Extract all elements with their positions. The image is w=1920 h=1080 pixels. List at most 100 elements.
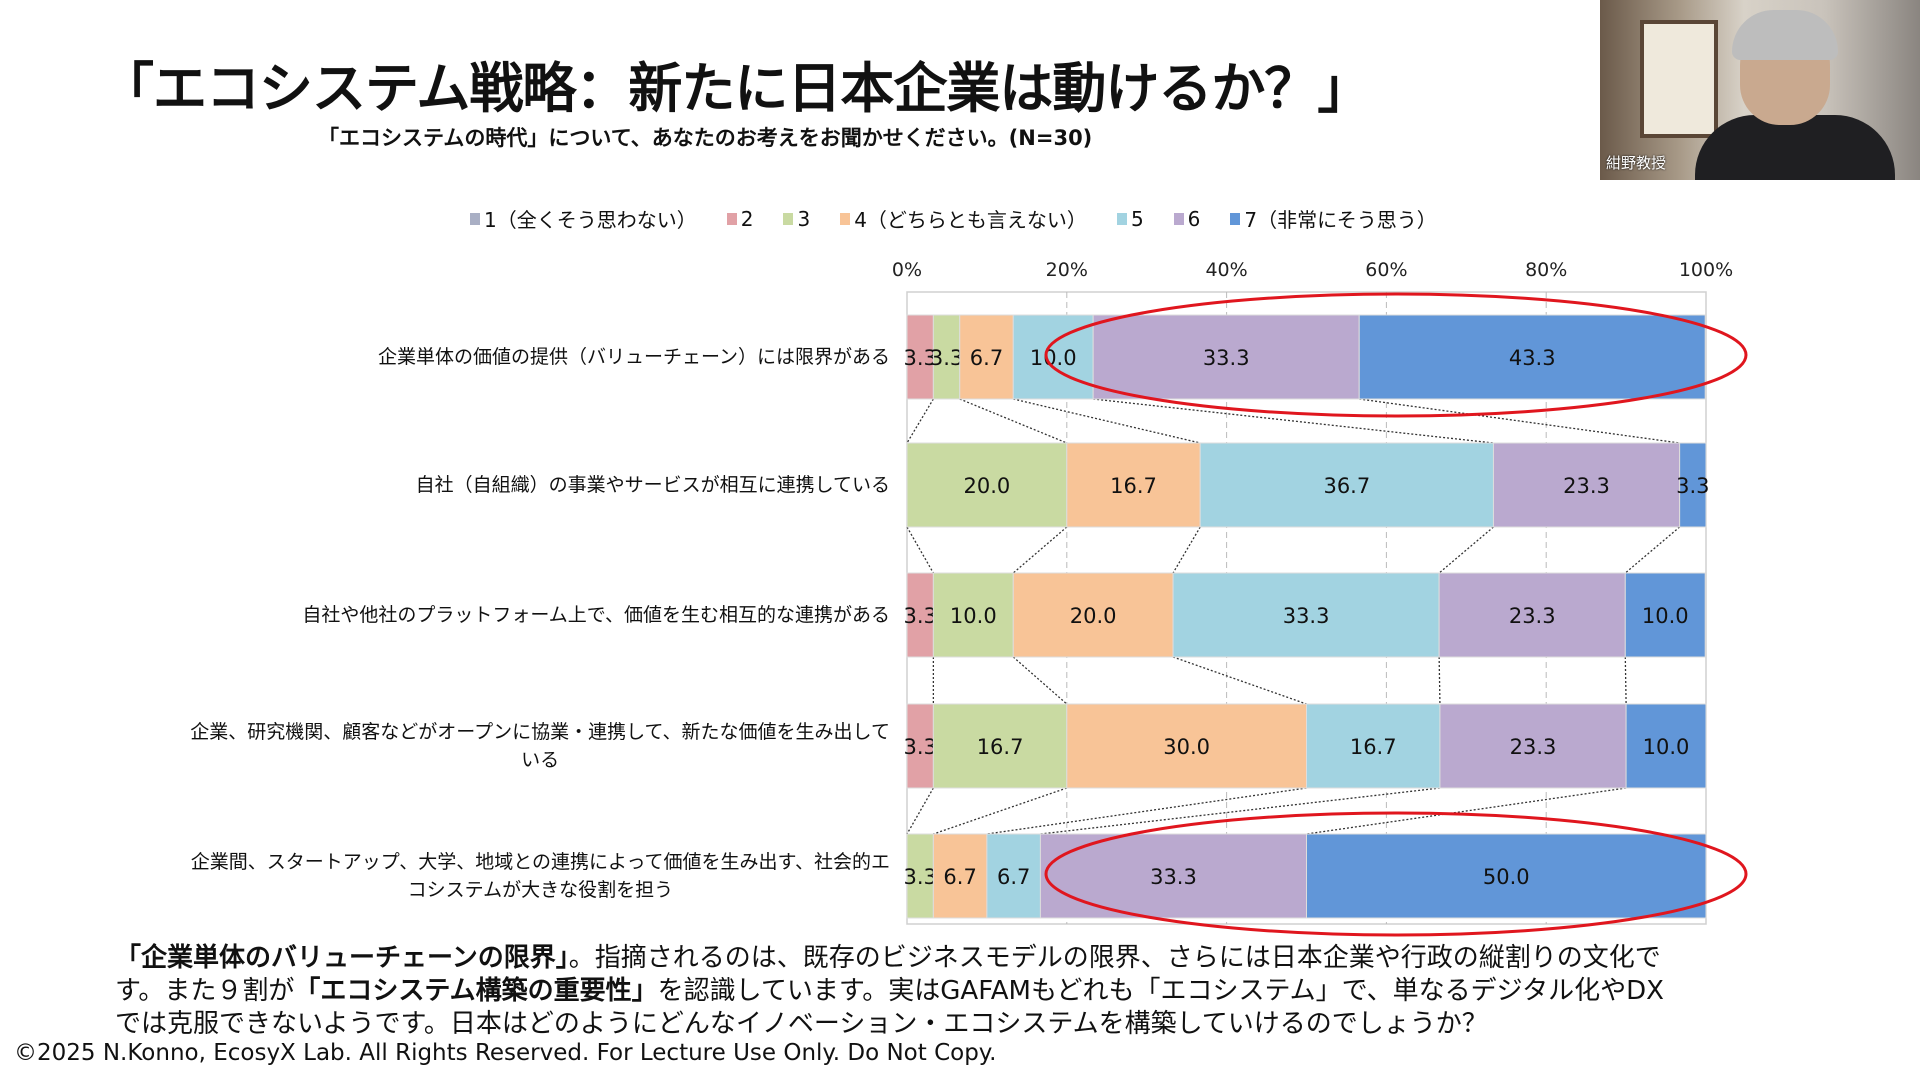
legend-label: 7（非常にそう思う） [1244,208,1437,232]
category-label-line: 企業、研究機関、顧客などがオープンに協業・連携して、新たな価値を生み出して [190,721,890,743]
text-span: を認識しています。実はGAFAMもどれも「エコシステム」で、単なるデジタル化やD… [657,976,1664,1006]
series-connector-line [1093,398,1494,444]
data-label: 16.7 [1350,735,1397,759]
series-connector-line [1438,656,1441,705]
series-connector-line [906,398,934,444]
bar-segment [1679,442,1707,528]
series-connector-line [959,398,1068,444]
category-label: 企業、研究機関、顧客などがオープンに協業・連携して、新たな価値を生み出して いる [190,718,890,774]
highlight-ellipse [1044,292,1748,418]
bar-segment [959,314,1014,400]
legend-item: 5 [1116,204,1144,233]
series-connector-line [1012,526,1068,574]
legend-swatch [726,212,737,225]
x-tick-label: 80% [1525,259,1567,281]
data-label: 33.3 [1150,865,1197,889]
bar-segment [1358,314,1706,400]
chart-legend: 1（全くそう思わない） 2 3 4（どちらとも言えない） 5 6 7（非常にそう思う） [470,204,1437,233]
commentary-line: 「企業単体のバリューチェーンの限界」。指摘されるのは、既存のビジネスモデルの限界… [115,937,1661,974]
window-background [1640,20,1718,138]
x-tick-label: 40% [1205,259,1247,281]
bar-segment [1199,442,1494,528]
bar-segment [1039,833,1307,919]
data-label: 23.3 [1510,735,1557,759]
series-connector-line [906,526,934,574]
commentary-line: す。また９割が「エコシステム構築の重要性」を認識しています。実はGAFAMもどれ… [115,970,1664,1007]
series-connector-line [1013,398,1201,444]
bar-segment [986,833,1041,919]
commentary-line: では克服できないようです。日本はどのようにどんなイノベーション・エコシステムを構… [115,1003,1488,1040]
series-connector-line [1624,526,1681,574]
slide-title: 「エコシステム戦略：新たに日本企業は動けるか？」 [100,57,1371,120]
participant-name: 紺野教授 [1606,154,1667,172]
category-label-line: 自社（自組織）の事業やサービスが相互に連携している [415,474,890,496]
category-label-line: 企業単体の価値の提供（バリューチェーン）には限界がある [377,346,890,368]
data-label: 6.7 [997,865,1030,889]
bar-segment [1066,442,1201,528]
bar-segment [932,703,1068,789]
legend-item: 7（非常にそう思う） [1230,204,1437,233]
data-label: 50.0 [1483,865,1530,889]
x-tick-label: 100% [1679,259,1733,281]
data-label: 10.0 [1643,735,1690,759]
text-span: では克服できないようです。日本はどのようにどんなイノベーション・エコシステムを構… [115,1009,1488,1039]
data-label: 3.3 [903,865,936,889]
legend-swatch [840,212,851,225]
legend-label: 1（全くそう思わない） [484,208,697,232]
data-label: 36.7 [1323,474,1370,498]
data-label: 16.7 [977,735,1024,759]
legend-swatch [1116,212,1127,225]
x-tick-label: 20% [1046,259,1088,281]
category-label-line: 自社や他社のプラットフォーム上で、価値を生む相互的な連携がある [302,604,890,626]
data-label: 3.3 [903,735,936,759]
data-label: 10.0 [1642,604,1689,628]
legend-swatch [783,212,794,225]
series-connector-line [906,787,934,835]
category-label-line: いる [521,749,560,771]
data-label: 10.0 [950,604,997,628]
legend-label: 6 [1187,206,1201,231]
data-label: 43.3 [1509,346,1556,370]
bar-segment [1092,314,1360,400]
series-connector-line [933,787,1068,835]
presenter-hair [1732,10,1838,60]
bar-segment [1492,442,1681,528]
bar-segment [932,314,961,400]
category-label-line: 企業間、スタートアップ、大学、地域との連携によって価値を生み出す、社会的エ [190,851,890,873]
series-connector-line [986,787,1307,835]
data-label: 23.3 [1563,474,1610,498]
legend-item: 4（どちらとも言えない） [840,204,1087,233]
data-label: 3.3 [930,346,963,370]
highlight-ellipse [1044,811,1748,937]
bar-segment [1439,703,1627,789]
data-label: 6.7 [970,346,1003,370]
bar-segment [1438,572,1626,658]
data-label: 20.0 [964,474,1011,498]
x-tick-label: 0% [892,259,922,281]
series-connector-line [1359,398,1680,444]
legend-swatch [1230,212,1241,225]
bar-segment [906,833,934,919]
presenter-body [1695,115,1895,180]
data-label: 3.3 [903,346,936,370]
text-span: 。指摘されるのは、既存のビジネスモデルの限界、さらには日本企業や行政の縦割りの文… [568,943,1661,973]
legend-label: 3 [797,206,811,231]
legend-swatch [1173,212,1184,225]
series-connector-line [1172,526,1201,574]
legend-label: 4（どちらとも言えない） [854,208,1087,232]
bar-segment [1172,572,1440,658]
series-connector-line [1172,656,1307,705]
copyright-notice: ©2025 N.Konno, EcosyX Lab. All Rights Re… [14,1040,997,1066]
data-label: 3.3 [1676,474,1709,498]
emphasis-text: 「企業単体のバリューチェーンの限界」 [115,943,569,973]
series-connector-line [1438,526,1494,574]
slide-subtitle: 「エコシステムの時代」について、あなたのお考えをお聞かせください。(N=30) [318,126,1093,150]
data-label: 30.0 [1163,735,1210,759]
data-label: 16.7 [1110,474,1157,498]
bar-segment [906,442,1068,528]
legend-item: 3 [783,204,810,233]
data-label: 6.7 [943,865,976,889]
legend-label: 5 [1130,206,1144,231]
x-tick-label: 60% [1365,259,1407,281]
data-label: 33.3 [1203,346,1250,370]
